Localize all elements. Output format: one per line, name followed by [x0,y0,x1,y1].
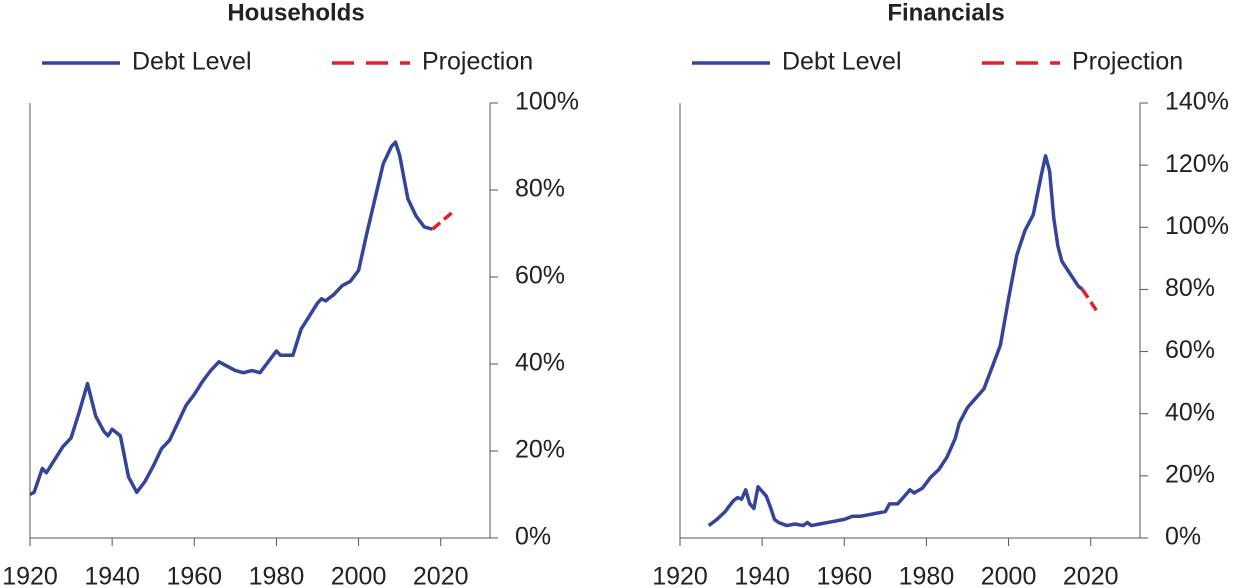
y-tick-label: 20% [1165,460,1215,488]
x-tick-label: 1980 [249,563,305,588]
y-tick-label: 100% [1165,212,1229,240]
data-line [29,140,433,497]
y-tick-label: 60% [1165,336,1215,364]
data-line [707,154,1084,528]
x-tick-label: 1960 [816,563,872,588]
x-tick-label: 1940 [84,563,140,588]
y-tick-label: 80% [515,175,565,203]
x-tick-label: 2000 [331,563,387,588]
data-line [431,210,455,231]
y-tick-label: 120% [1165,150,1229,178]
x-tick-label: 2020 [413,563,469,588]
x-tick-label: 2020 [1063,563,1119,588]
legend-label: Projection [1072,48,1183,76]
x-tick-label: 2000 [981,563,1037,588]
x-tick-label: 1920 [2,563,58,588]
x-tick-label: 1940 [734,563,790,588]
data-line [1081,288,1101,316]
x-tick-label: 1960 [166,563,222,588]
y-tick-label: 20% [515,436,565,464]
legend-label: Debt Level [782,48,902,76]
y-tick-label: 0% [515,523,551,551]
chart-title: Financials [887,0,1004,26]
x-tick-label: 1920 [652,563,708,588]
y-tick-label: 100% [515,88,579,116]
y-tick-label: 80% [1165,274,1215,302]
y-tick-label: 0% [1165,523,1201,551]
y-tick-label: 60% [515,262,565,290]
legend-label: Projection [422,48,533,76]
x-tick-label: 1980 [899,563,955,588]
y-tick-label: 40% [515,349,565,377]
y-tick-label: 140% [1165,88,1229,116]
legend-label: Debt Level [132,48,252,76]
chart-title: Households [227,0,364,26]
y-tick-label: 40% [1165,398,1215,426]
